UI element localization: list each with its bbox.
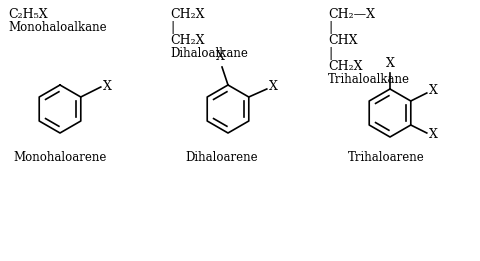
Text: X: X xyxy=(103,80,112,92)
Text: |: | xyxy=(328,47,332,60)
Text: CH₂—X: CH₂—X xyxy=(328,8,375,21)
Text: CH₂X: CH₂X xyxy=(170,34,204,47)
Text: X: X xyxy=(269,80,277,93)
Text: |: | xyxy=(170,21,174,34)
Text: Dihaloalkane: Dihaloalkane xyxy=(170,47,248,60)
Text: Dihaloarene: Dihaloarene xyxy=(185,151,258,164)
Text: X: X xyxy=(429,85,438,98)
Text: CH₂X: CH₂X xyxy=(170,8,204,21)
Text: |: | xyxy=(328,21,332,34)
Text: CHX: CHX xyxy=(328,34,358,47)
Text: X: X xyxy=(385,57,395,70)
Text: X: X xyxy=(216,50,225,63)
Text: Monohaloalkane: Monohaloalkane xyxy=(8,21,107,34)
Text: X: X xyxy=(429,128,438,141)
Text: Trihaloalkane: Trihaloalkane xyxy=(328,73,410,86)
Text: CH₂X: CH₂X xyxy=(328,60,362,73)
Text: C₂H₅X: C₂H₅X xyxy=(8,8,48,21)
Text: Trihaloarene: Trihaloarene xyxy=(348,151,425,164)
Text: Monohaloarene: Monohaloarene xyxy=(13,151,107,164)
